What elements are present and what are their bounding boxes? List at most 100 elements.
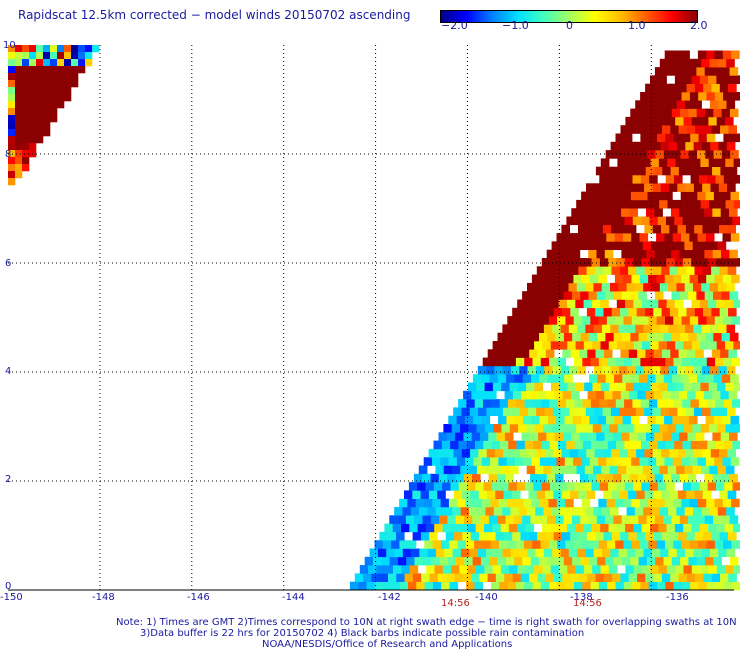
- wind-cell: [544, 365, 553, 375]
- wind-cell: [726, 507, 735, 516]
- wind-cell: [546, 390, 555, 400]
- wind-cell: [651, 324, 661, 333]
- wind-cell: [470, 448, 479, 458]
- wind-cell: [602, 324, 611, 333]
- wind-cell: [662, 125, 671, 134]
- swath-time: 14:56: [441, 598, 470, 609]
- wind-cell: [691, 258, 700, 267]
- wind-cell: [614, 233, 624, 242]
- wind-cell: [486, 448, 496, 458]
- wind-cell: [547, 415, 557, 425]
- wind-cell: [665, 357, 674, 367]
- wind-cell: [507, 399, 517, 408]
- wind-cell: [698, 357, 708, 367]
- wind-cell: [694, 307, 704, 317]
- wind-cell: [557, 399, 567, 408]
- wind-cell: [57, 94, 65, 102]
- wind-cell: [511, 448, 521, 458]
- wind-cell: [496, 432, 506, 441]
- wind-cell: [706, 581, 716, 591]
- wind-cell: [349, 581, 359, 591]
- wind-cell: [625, 523, 634, 533]
- wind-cell: [674, 175, 683, 184]
- wind-cell: [701, 324, 711, 333]
- wind-cell: [64, 94, 72, 102]
- wind-cell: [655, 556, 664, 566]
- wind-cell: [541, 399, 550, 408]
- wind-cell: [657, 581, 666, 591]
- wind-cell: [661, 307, 671, 317]
- wind-cell: [575, 382, 585, 392]
- wind-cell: [449, 540, 458, 549]
- wind-cell: [382, 540, 392, 549]
- wind-cell: [8, 73, 16, 81]
- wind-cell: [638, 473, 647, 483]
- wind-cell: [650, 424, 660, 433]
- wind-cell: [512, 390, 522, 400]
- wind-cell: [641, 216, 650, 226]
- wind-cell: [509, 565, 518, 574]
- wind-cell: [717, 424, 726, 433]
- wind-cell: [630, 556, 639, 566]
- wind-cell: [579, 432, 589, 441]
- wind-cell: [611, 448, 620, 458]
- wind-cell: [678, 349, 688, 358]
- wind-cell: [573, 540, 583, 549]
- wind-cell: [625, 382, 635, 392]
- wind-cell: [485, 548, 495, 558]
- wind-cell: [686, 531, 696, 541]
- wind-cell: [628, 307, 637, 317]
- wind-cell: [728, 166, 738, 176]
- wind-cell: [611, 490, 621, 499]
- wind-cell: [625, 565, 634, 574]
- wind-cell: [529, 349, 538, 358]
- wind-cell: [535, 548, 545, 558]
- wind-cell: [709, 465, 718, 475]
- wind-cell: [551, 241, 561, 250]
- wind-cell: [669, 307, 679, 317]
- wind-cell: [71, 45, 79, 53]
- wind-cell: [506, 374, 515, 383]
- wind-cell: [722, 415, 731, 425]
- wind-cell: [443, 465, 453, 475]
- wind-cell: [691, 482, 700, 491]
- wind-cell: [611, 531, 621, 541]
- wind-cell: [705, 108, 714, 118]
- wind-cell: [723, 133, 732, 143]
- wind-cell: [582, 399, 592, 408]
- wind-cell: [600, 158, 610, 167]
- wind-cell: [463, 432, 472, 441]
- wind-cell: [621, 291, 631, 300]
- wind-cell: [616, 440, 625, 450]
- wind-cell: [427, 507, 436, 516]
- wind-cell: [719, 224, 728, 234]
- wind-cell: [610, 141, 620, 151]
- wind-cell: [618, 241, 627, 250]
- wind-cell: [522, 291, 531, 300]
- wind-cell: [374, 540, 384, 549]
- wind-cell: [669, 183, 678, 192]
- wind-cell: [507, 316, 516, 325]
- wind-cell: [614, 498, 624, 508]
- wind-cell: [568, 507, 578, 516]
- wind-cell: [57, 66, 65, 74]
- wind-cell: [505, 473, 514, 483]
- wind-cell: [656, 498, 665, 508]
- wind-cell: [545, 349, 555, 358]
- wind-cell: [619, 407, 628, 416]
- lon-label: -144: [282, 592, 305, 603]
- wind-cell: [642, 341, 651, 350]
- wind-cell: [697, 498, 707, 508]
- wind-cell: [581, 498, 591, 508]
- wind-cell: [516, 399, 525, 408]
- wind-cell: [659, 424, 668, 433]
- wind-cell: [631, 274, 641, 284]
- wind-cell: [688, 67, 697, 76]
- colorbar-tick: 2.0: [690, 19, 708, 32]
- wind-cell: [714, 457, 723, 466]
- wind-cell: [706, 133, 716, 143]
- wind-cell: [727, 183, 736, 192]
- wind-cell: [715, 357, 724, 367]
- wind-cell: [610, 407, 620, 416]
- wind-cell: [672, 374, 681, 383]
